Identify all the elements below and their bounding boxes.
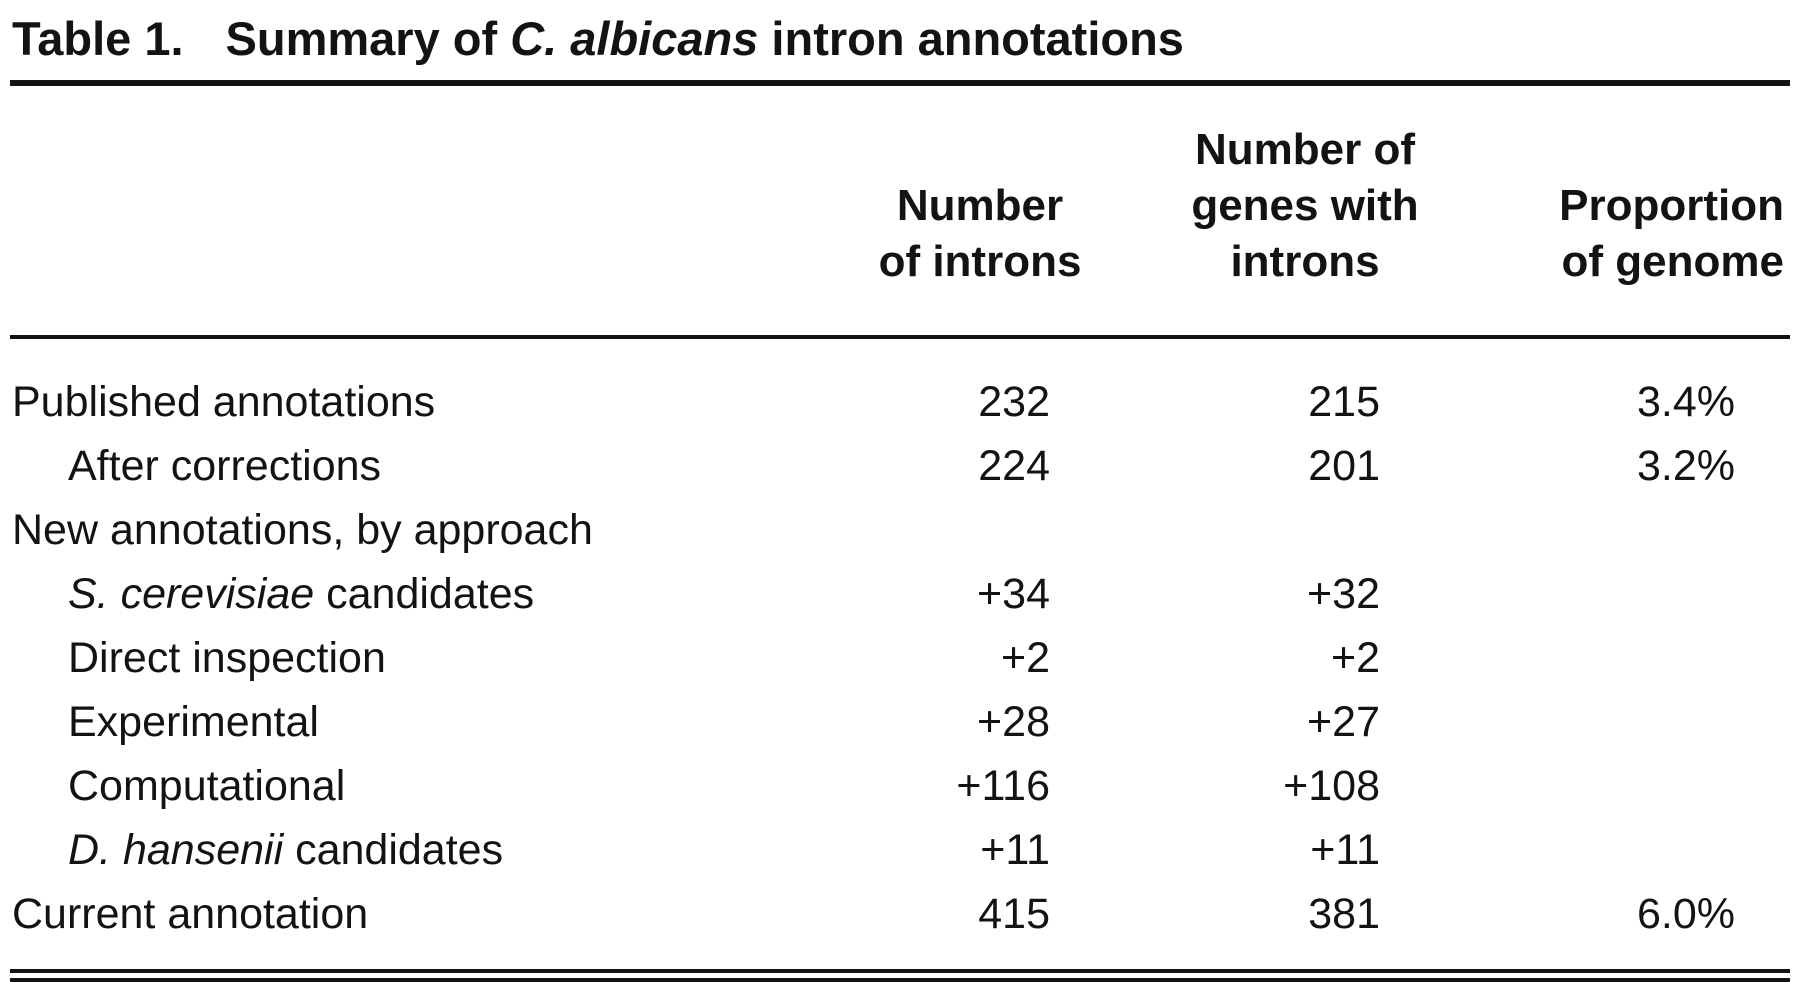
row-label-text: candidates [314, 570, 535, 618]
row-label-text: Computational [68, 762, 346, 810]
row-label-text: Direct inspection [68, 634, 386, 682]
cell-proportion [1470, 626, 1790, 690]
row-label-text: Current annotation [12, 890, 369, 938]
cell-introns: +28 [977, 698, 1050, 746]
species-name: C. albicans [510, 12, 759, 65]
col-header-proportion: Proportion of genome [1559, 181, 1784, 286]
col-header-genes: Number of genes with introns [1191, 125, 1419, 286]
cell-proportion [1470, 690, 1790, 754]
title-rule [10, 80, 1790, 86]
row-label: After corrections [10, 434, 820, 498]
row-label-italic: D. hansenii [68, 826, 284, 874]
row-label: Experimental [10, 690, 820, 754]
table-row: D. hansenii candidates +11 +11 [10, 818, 1790, 882]
table-caption: Summary of C. albicans intron annotation… [226, 12, 1184, 65]
table-row: New annotations, by approach [10, 498, 1790, 562]
table-row: Direct inspection +2 +2 [10, 626, 1790, 690]
col-header-introns: Number of introns [878, 181, 1082, 286]
table-number: Table 1. [12, 12, 184, 65]
row-label: S. cerevisiae candidates [10, 562, 820, 626]
row-label: D. hansenii candidates [10, 818, 820, 882]
row-label-italic: S. cerevisiae [68, 570, 315, 618]
row-label: Computational [10, 754, 820, 818]
cell-introns: +11 [980, 826, 1050, 874]
cell-proportion [1470, 498, 1790, 562]
cell-proportion [1470, 818, 1790, 882]
table-row: Experimental +28 +27 [10, 690, 1790, 754]
cell-introns: +34 [977, 570, 1050, 618]
cell-genes: +2 [1330, 634, 1380, 682]
cell-introns [820, 498, 1140, 562]
row-label-text: Published annotations [12, 378, 436, 426]
table-header-row: Number of introns Number of genes with i… [10, 86, 1790, 335]
cell-introns: 232 [978, 378, 1050, 426]
row-label: Current annotation [10, 882, 820, 946]
caption-text-before: Summary of [225, 12, 511, 65]
table-row: Published annotations 232 215 3.4% [10, 370, 1790, 434]
table-title: Table 1. Summary of C. albicans intron an… [10, 8, 1790, 80]
cell-introns: +2 [1000, 634, 1050, 682]
cell-introns: 224 [978, 442, 1050, 490]
cell-genes: +32 [1307, 570, 1380, 618]
table-row: Computational +116 +108 [10, 754, 1790, 818]
row-label: New annotations, by approach [10, 498, 820, 562]
cell-proportion: 3.4% [1636, 378, 1735, 426]
row-label: Direct inspection [10, 626, 820, 690]
row-label-text: After corrections [68, 442, 382, 490]
header-rule [10, 335, 1790, 339]
cell-genes: 215 [1308, 378, 1380, 426]
table-row: Current annotation 415 381 6.0% [10, 882, 1790, 946]
cell-introns: +116 [956, 762, 1050, 810]
cell-proportion: 6.0% [1636, 890, 1735, 938]
cell-introns: 415 [978, 890, 1050, 938]
cell-genes: +108 [1283, 762, 1380, 810]
bottom-rule-upper [10, 969, 1790, 973]
cell-genes: +27 [1307, 698, 1380, 746]
row-label-text: New annotations, by approach [12, 506, 593, 554]
cell-genes: 201 [1308, 442, 1380, 490]
bottom-rule-lower [10, 978, 1790, 982]
cell-genes: +11 [1310, 826, 1380, 874]
cell-proportion: 3.2% [1636, 442, 1735, 490]
cell-genes [1140, 498, 1470, 562]
row-label-text: candidates [283, 826, 504, 874]
cell-proportion [1470, 562, 1790, 626]
table-row: S. cerevisiae candidates +34 +32 [10, 562, 1790, 626]
cell-proportion [1470, 754, 1790, 818]
row-label-text: Experimental [68, 698, 319, 746]
cell-genes: 381 [1308, 890, 1380, 938]
table-bottom-rules [10, 969, 1790, 982]
row-label: Published annotations [10, 370, 820, 434]
caption-text-after: intron annotations [758, 12, 1184, 65]
table-body: Published annotations 232 215 3.4% After… [10, 339, 1790, 946]
table-row: After corrections 224 201 3.2% [10, 434, 1790, 498]
